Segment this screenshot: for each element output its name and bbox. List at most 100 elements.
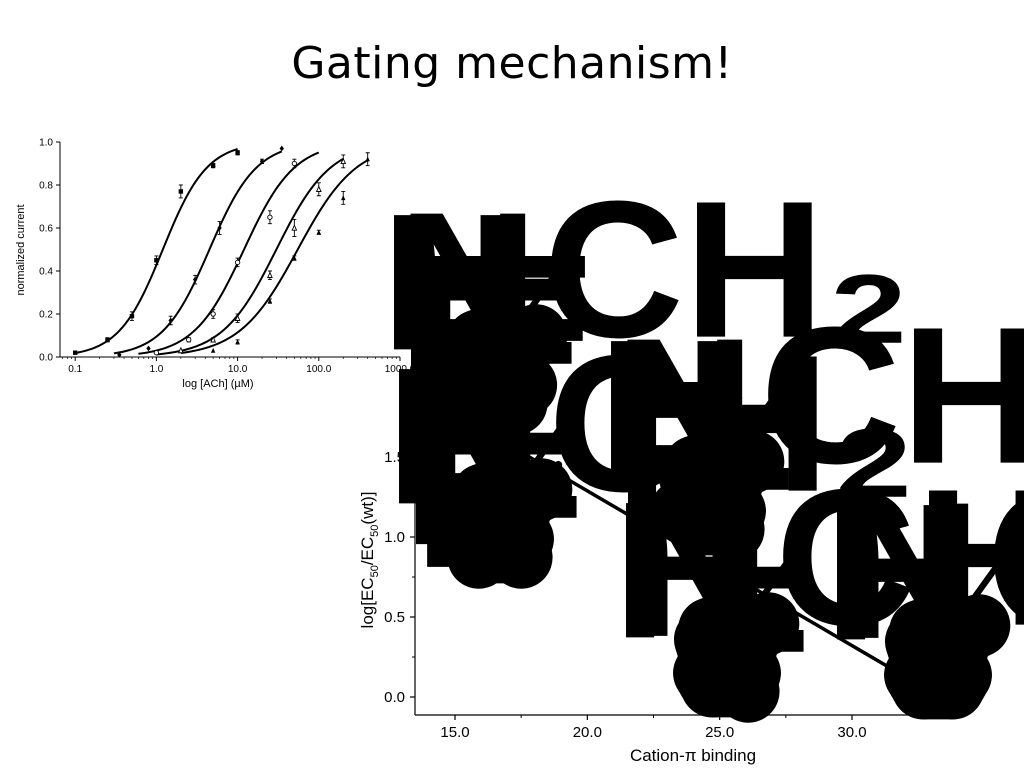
hydrogen-label: H xyxy=(824,463,965,681)
ylabel-sub-2: 50 xyxy=(369,525,381,537)
ch2-label: CH₂ xyxy=(543,161,911,379)
dose-point-s4 xyxy=(341,195,346,201)
hydrogen-label: H xyxy=(613,461,754,679)
correlation-chart: 15.0 20.0 25.0 30.0 0.0 0.5 1.0 1.5 Cation-π bi… xyxy=(358,402,958,765)
nitrogen-label: N xyxy=(402,326,543,544)
dose-y-tick-label: 0.0 xyxy=(39,353,53,364)
hydrogen-label: H xyxy=(386,327,527,545)
dose-point-s3 xyxy=(315,185,322,192)
dose-point-s1 xyxy=(217,225,222,231)
dose-point-s4 xyxy=(365,156,370,162)
dose-point-s0 xyxy=(235,150,240,155)
wavy-bond xyxy=(519,419,576,474)
double-bond xyxy=(698,595,775,664)
dose-point-s2 xyxy=(234,259,241,266)
corr-tick-marks: 15.0 20.0 25.0 30.0 0.0 0.5 1.0 1.5 xyxy=(384,416,919,741)
wavy-bond xyxy=(514,265,571,320)
dose-point-s3 xyxy=(267,271,273,278)
dose-point-s0 xyxy=(129,313,135,319)
dose-point-s0 xyxy=(178,189,184,194)
dose-point-s3 xyxy=(291,224,298,231)
dose-point-s2 xyxy=(153,350,160,356)
dose-point-s4 xyxy=(316,229,321,235)
dose-point-s1 xyxy=(259,158,265,165)
dose-point-s2 xyxy=(210,311,216,317)
dose-points xyxy=(72,145,370,358)
corr-y-tick-label: 1.0 xyxy=(384,529,405,546)
nitrogen-label: N xyxy=(629,460,770,678)
double-bond xyxy=(909,597,986,666)
corr-y-tick-label: 1.5 xyxy=(384,449,405,466)
hydrogen-label: H xyxy=(381,173,522,391)
dose-x-tick-label: 1000.0 xyxy=(385,364,416,375)
dose-x-tick-label: 0.1 xyxy=(68,364,82,375)
dose-curve-1 xyxy=(113,150,283,355)
dose-curve-2 xyxy=(138,151,320,355)
double-bond xyxy=(471,461,548,530)
dose-x-tick-label: 100.0 xyxy=(306,364,331,375)
dose-point-s2 xyxy=(267,214,273,220)
hydrogen-label: H xyxy=(598,299,739,517)
dose-point-s4 xyxy=(292,255,297,261)
wavy-bond xyxy=(731,391,788,446)
corr-point-0 xyxy=(437,416,446,425)
corr-x-tick-label: 15.0 xyxy=(440,724,469,741)
dose-point-s4 xyxy=(210,347,216,353)
wavy-bond xyxy=(746,553,803,608)
dose-point-s0 xyxy=(210,163,216,168)
dose-point-s3 xyxy=(234,314,241,321)
corr-x-tick-label: 25.0 xyxy=(705,724,734,741)
dose-curve-4 xyxy=(180,159,369,355)
fluorine-label: F xyxy=(398,214,517,432)
dose-point-s0 xyxy=(154,258,159,263)
dose-point-s1 xyxy=(279,145,284,152)
ch2-label: CH₂ xyxy=(760,287,1024,505)
dose-curve-0 xyxy=(75,148,238,355)
dose-x-axis-label: log [ACh] (µM) xyxy=(182,378,253,390)
fluorine-label: F xyxy=(615,340,734,558)
indole-structures: FFFFNHCH₂FFFNHCH₂FFNHCH₂FNHCH₂NHCH₂ xyxy=(381,161,1024,743)
dose-curve-3 xyxy=(156,157,344,356)
dose-point-s3 xyxy=(177,346,184,354)
corr-y-tick-label: 0.0 xyxy=(384,689,405,706)
corr-y-tick-label: 0.5 xyxy=(384,609,405,626)
dose-y-tick-label: 0.4 xyxy=(39,267,53,278)
dose-point-s1 xyxy=(146,345,151,352)
dose-point-s0 xyxy=(105,337,110,342)
ylabel-part-1: log[EC xyxy=(358,577,377,628)
dose-point-s2 xyxy=(291,160,298,167)
wavy-bond xyxy=(957,555,1014,610)
dose-response-chart: 0.1 1.0 10.0 100.0 1000.00.00.20.40.60.81.0 … xyxy=(15,138,416,391)
double-bond xyxy=(466,307,543,376)
double-bond xyxy=(683,433,760,502)
corr-x-tick-label: 20.0 xyxy=(573,724,602,741)
ylabel-part-2: /EC xyxy=(358,537,377,565)
dose-y-axis-label: normalized current xyxy=(15,204,27,295)
dose-y-tick-label: 0.6 xyxy=(39,224,53,235)
nitrogen-label: N xyxy=(397,172,538,390)
ylabel-part-3: (wt)] xyxy=(358,492,377,525)
dose-point-s1 xyxy=(168,317,173,324)
nitrogen-label: N xyxy=(614,298,755,516)
nitrogen-label: N xyxy=(840,462,981,680)
corr-x-tick-label: 30.0 xyxy=(837,724,866,741)
dose-point-s2 xyxy=(186,337,192,343)
fluorine-label: F xyxy=(403,368,522,586)
dose-point-s4 xyxy=(267,298,273,304)
dose-tick-marks: 0.1 1.0 10.0 100.0 1000.0 0.0 0.2 0.4 0.6 0.8 1.0 xyxy=(39,138,416,376)
fluorine-label: F xyxy=(409,237,528,455)
dose-curves xyxy=(75,148,369,356)
ylabel-sub-1: 50 xyxy=(369,565,381,577)
dose-x-tick-label: 10.0 xyxy=(228,364,248,375)
corr-y-axis-label: log[EC50/EC50(wt)] xyxy=(358,492,381,629)
dose-point-s3 xyxy=(210,336,217,343)
dose-point-s4 xyxy=(235,339,240,345)
dose-point-s3 xyxy=(340,157,347,164)
f-bond xyxy=(710,654,780,723)
